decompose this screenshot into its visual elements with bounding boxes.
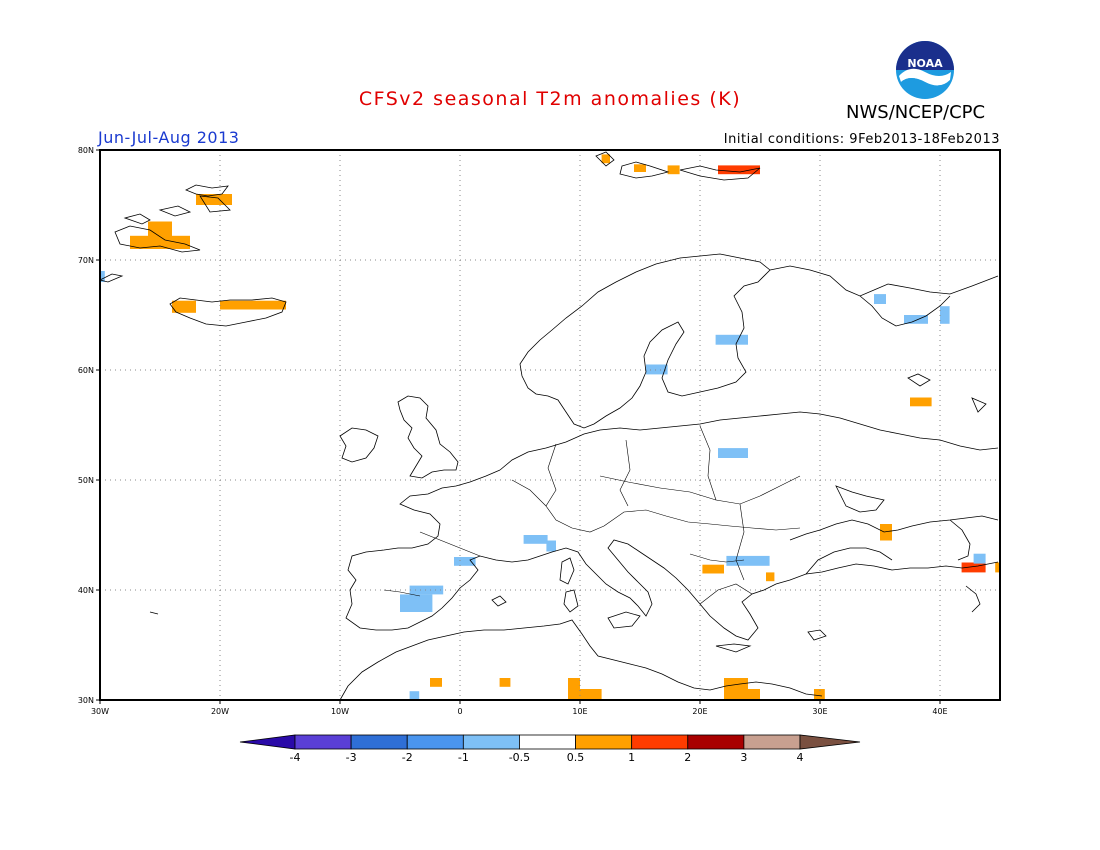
colorbar-tick-label: 2 (684, 751, 691, 764)
colorbar-tick-label: -4 (290, 751, 301, 764)
lat-tick-label: 40N (78, 586, 94, 595)
colorbar-box (350, 734, 408, 750)
colorbar-box (519, 734, 576, 750)
color-legend: -4 -3 -2 -1 -0.5 0.5 1 2 3 4 (239, 734, 861, 764)
colorbar-tick-label: 3 (740, 751, 747, 764)
anomaly-cell (718, 165, 760, 175)
map-grid (100, 150, 1000, 700)
lon-tick-label: 30E (812, 707, 827, 716)
anomaly-cell (430, 678, 442, 687)
colorbar-tick-label: -1 (458, 751, 469, 764)
agency-label: NWS/NCEP/CPC (846, 102, 986, 123)
lon-tick-label: 20E (692, 707, 707, 716)
colorbar-tick-label: 4 (797, 751, 804, 764)
anomaly-cell (910, 397, 932, 407)
colorbar-tick-label: -2 (402, 751, 413, 764)
map-frame (99, 149, 1001, 701)
anomaly-cell (726, 555, 770, 566)
colorbar-tick-label: 1 (628, 751, 635, 764)
anomaly-cell (874, 294, 886, 304)
lon-tick-label: 30W (91, 707, 109, 716)
anomaly-cell (196, 194, 232, 205)
anomaly-cell (601, 154, 610, 164)
country-borders (383, 425, 801, 605)
svg-text:NOAA: NOAA (907, 57, 943, 70)
colorbar-box (406, 734, 464, 750)
anomaly-cell (715, 334, 748, 345)
anomaly-cell (766, 572, 775, 582)
lon-tick-label: 10W (331, 707, 349, 716)
lat-tick-label: 70N (78, 256, 94, 265)
anomaly-cell (814, 689, 825, 700)
anomaly-cells (100, 154, 1000, 700)
anomaly-cell (400, 594, 433, 612)
map-title: CFSv2 seasonal T2m anomalies (K) (358, 88, 742, 110)
anomaly-cell (667, 165, 680, 175)
anomaly-cell (499, 678, 511, 687)
anomaly-cell (546, 540, 556, 552)
anomaly-cell (568, 678, 580, 700)
lat-tick-label: 60N (78, 366, 94, 375)
anomaly-cell (973, 553, 986, 564)
anomaly-cell (718, 448, 748, 458)
colorbar-box (743, 734, 801, 750)
lat-tick-label: 30N (78, 696, 94, 705)
coastlines (98, 151, 999, 701)
colorbar-tick-label: 0.5 (567, 751, 585, 764)
initial-conditions: Initial conditions: 9Feb2013-18Feb2013 (723, 132, 1000, 147)
anomaly-cell (702, 564, 724, 574)
colorbar-box (462, 734, 520, 750)
anomaly-cell (100, 271, 105, 282)
anomaly-cell (940, 306, 950, 324)
anomaly-cell (646, 364, 668, 375)
anomaly-cell (995, 562, 1000, 573)
lon-tick-label: 20W (211, 707, 229, 716)
anomaly-cell (961, 562, 986, 573)
axis-ticks: 30W 20W 10W 0 10E 20E 30E 40E 30N 40N 50N 60N 70N 80N (78, 146, 948, 716)
colorbar-tick-label: -0.5 (509, 751, 530, 764)
colorbar-box (294, 734, 352, 750)
lon-tick-label: 0 (457, 707, 462, 716)
anomaly-cell (172, 300, 196, 313)
forecast-period: Jun-Jul-Aug 2013 (98, 128, 240, 147)
colorbar-max-arrow (799, 734, 861, 750)
anomaly-cell (148, 221, 172, 238)
anomaly-cell (724, 678, 748, 700)
colorbar-box (575, 734, 633, 750)
anomaly-cell (523, 535, 548, 544)
lat-tick-label: 80N (78, 146, 94, 155)
anomaly-cell (904, 315, 928, 324)
lon-tick-label: 40E (932, 707, 947, 716)
anomaly-cell (409, 585, 444, 595)
anomaly-cell (880, 524, 892, 541)
colorbar-min-arrow (239, 734, 296, 750)
anomaly-cell (748, 689, 760, 700)
lat-tick-label: 50N (78, 476, 94, 485)
anomaly-cell (634, 164, 646, 172)
anomaly-cell (454, 557, 476, 566)
anomaly-cell (220, 300, 286, 310)
anomaly-cell (130, 235, 190, 249)
anomaly-cell (409, 691, 420, 700)
lon-tick-label: 10E (572, 707, 587, 716)
colorbar-box (687, 734, 745, 750)
colorbar-tick-label: -3 (346, 751, 357, 764)
anomaly-cell (577, 689, 602, 700)
noaa-logo: NOAA (896, 41, 954, 99)
colorbar-box (631, 734, 689, 750)
